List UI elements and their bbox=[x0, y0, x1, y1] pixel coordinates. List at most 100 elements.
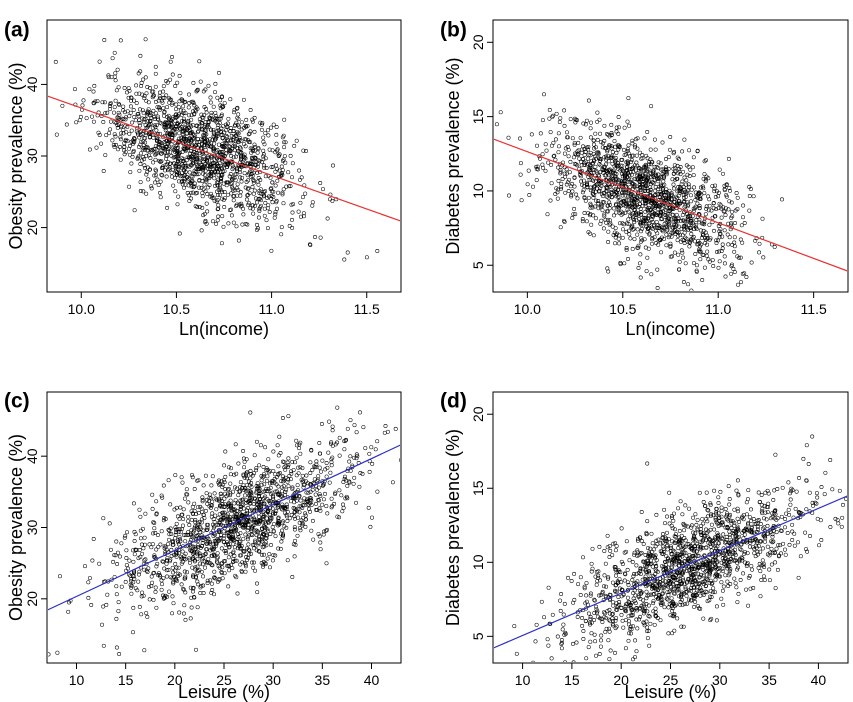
scatter-point bbox=[215, 551, 220, 556]
scatter-point bbox=[633, 655, 637, 660]
scatter-point bbox=[343, 438, 348, 443]
scatter-point bbox=[205, 578, 210, 583]
scatter-point bbox=[281, 201, 286, 206]
scatter-point bbox=[245, 518, 250, 522]
scatter-point bbox=[242, 560, 247, 565]
scatter-point bbox=[575, 196, 580, 201]
scatter-point bbox=[697, 249, 702, 254]
scatter-point bbox=[157, 139, 162, 144]
scatter-point bbox=[314, 459, 319, 464]
scatter-point bbox=[155, 177, 160, 182]
scatter-point bbox=[623, 210, 628, 215]
scatter-point bbox=[672, 149, 677, 154]
scatter-point bbox=[159, 172, 164, 177]
scatter-point bbox=[564, 171, 569, 176]
scatter-point bbox=[147, 167, 152, 172]
scatter-point bbox=[628, 204, 633, 209]
scatter-point bbox=[269, 492, 274, 497]
scatter-point bbox=[256, 549, 261, 553]
scatter-point bbox=[235, 591, 240, 596]
scatter-point bbox=[149, 149, 154, 154]
scatter-point bbox=[693, 223, 698, 228]
scatter-point bbox=[626, 217, 631, 222]
scatter-point bbox=[609, 155, 614, 160]
scatter-point bbox=[703, 236, 708, 240]
scatter-point bbox=[749, 260, 754, 265]
scatter-point bbox=[701, 186, 706, 191]
scatter-point bbox=[262, 525, 267, 530]
scatter-point bbox=[131, 605, 136, 610]
scatter-point bbox=[741, 215, 745, 220]
scatter-point bbox=[116, 147, 120, 152]
scatter-point bbox=[635, 177, 640, 182]
scatter-point bbox=[205, 192, 210, 196]
scatter-point bbox=[598, 169, 603, 174]
scatter-point bbox=[634, 160, 639, 165]
scatter-point bbox=[755, 549, 760, 554]
scatter-point bbox=[212, 161, 217, 166]
scatter-point bbox=[757, 250, 762, 255]
scatter-point bbox=[352, 475, 357, 480]
scatter-point bbox=[678, 172, 683, 177]
scatter-point bbox=[179, 582, 184, 587]
scatter-point bbox=[165, 574, 169, 579]
scatter-point bbox=[204, 528, 209, 532]
scatter-point bbox=[170, 565, 175, 570]
scatter-point bbox=[127, 131, 132, 136]
scatter-point bbox=[173, 561, 178, 566]
scatter-point bbox=[220, 172, 225, 177]
scatter-point bbox=[155, 135, 160, 140]
scatter-point bbox=[195, 543, 200, 548]
scatter-point bbox=[203, 565, 207, 570]
scatter-point bbox=[688, 221, 693, 225]
scatter-point bbox=[277, 521, 281, 526]
scatter-point bbox=[611, 233, 616, 238]
scatter-point bbox=[660, 167, 665, 172]
scatter-point bbox=[609, 169, 614, 174]
scatter-point bbox=[610, 612, 615, 617]
scatter-point bbox=[203, 139, 208, 144]
scatter-point bbox=[262, 482, 267, 487]
scatter-point bbox=[268, 469, 273, 474]
scatter-point bbox=[310, 203, 315, 208]
scatter-point bbox=[153, 585, 158, 590]
scatter-point bbox=[347, 459, 352, 464]
scatter-point bbox=[141, 143, 146, 148]
scatter-point bbox=[554, 111, 559, 116]
scatter-point bbox=[195, 564, 200, 569]
scatter-point bbox=[383, 424, 388, 428]
y-tick-label: 15 bbox=[470, 109, 486, 125]
scatter-point bbox=[201, 115, 206, 120]
scatter-point bbox=[684, 163, 689, 168]
scatter-point bbox=[176, 152, 181, 157]
scatter-point bbox=[358, 471, 363, 475]
scatter-point bbox=[649, 160, 654, 165]
scatter-point bbox=[607, 626, 611, 631]
scatter-point bbox=[235, 106, 239, 111]
scatter-point bbox=[343, 474, 347, 479]
scatter-point bbox=[721, 552, 725, 557]
scatter-point bbox=[226, 492, 230, 497]
scatter-point bbox=[60, 103, 65, 108]
scatter-point bbox=[728, 518, 733, 523]
scatter-point bbox=[818, 518, 823, 523]
scatter-point bbox=[203, 176, 208, 181]
scatter-point bbox=[658, 161, 663, 166]
scatter-point bbox=[546, 160, 551, 165]
scatter-point bbox=[274, 200, 279, 205]
scatter-point bbox=[151, 135, 156, 140]
scatter-point bbox=[101, 120, 106, 124]
scatter-point bbox=[609, 146, 614, 151]
scatter-point bbox=[183, 617, 188, 622]
scatter-point bbox=[758, 594, 763, 599]
scatter-point bbox=[77, 118, 82, 123]
scatter-point bbox=[265, 196, 270, 200]
scatter-point bbox=[659, 212, 664, 217]
scatter-point bbox=[592, 154, 597, 159]
scatter-point bbox=[608, 548, 613, 553]
scatter-point bbox=[610, 161, 615, 166]
scatter-point bbox=[138, 130, 142, 135]
scatter-point bbox=[267, 210, 272, 214]
scatter-point bbox=[323, 491, 327, 496]
scatter-point bbox=[170, 594, 175, 599]
